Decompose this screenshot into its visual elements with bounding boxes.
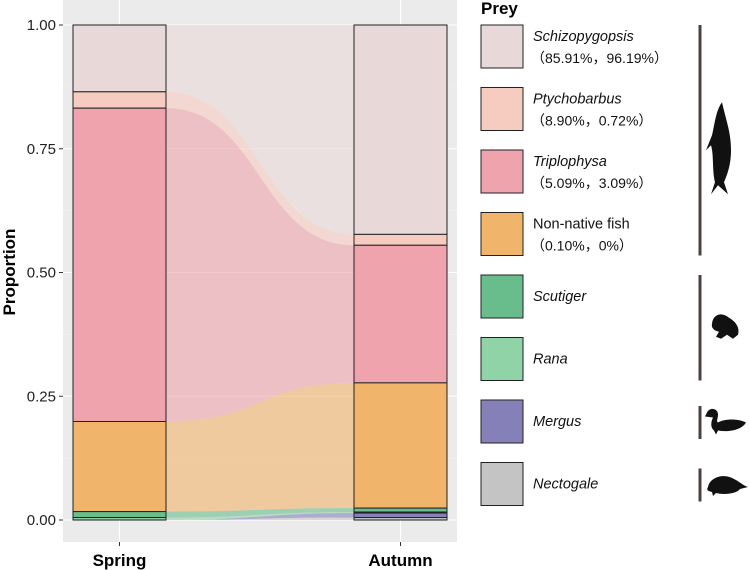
flow-scutiger (166, 508, 354, 518)
y-axis: 0.00 0.25 0.50 0.75 1.00 (27, 17, 63, 529)
bar-segment-spring-ptychobarbus (72, 91, 167, 109)
flow-rana (166, 512, 354, 520)
bar-segment-spring-triplophysa (72, 107, 167, 422)
shrew-icon (707, 476, 748, 496)
bar-segment-autumn-schizopygopsis (353, 24, 448, 235)
y-tick-label: 0.25 (27, 388, 56, 405)
legend-percent: （5.09%，3.09%） (531, 175, 652, 191)
legend-groups (698, 25, 748, 502)
bar-segment-spring-rana (72, 517, 167, 521)
bar-segment-autumn-triplophysa (353, 244, 448, 384)
y-axis-title: Proportion (0, 229, 19, 316)
legend-key-nectogale (480, 462, 524, 506)
bar-segment-spring-schizopygopsis (72, 24, 167, 93)
legend-label: Triplophysa (533, 154, 607, 170)
fish-icon (706, 102, 731, 195)
flow-nectogale (166, 517, 354, 520)
frog-icon (711, 314, 739, 339)
legend-key-ptychobarbus (480, 87, 524, 131)
flow-schizopygopsis (166, 25, 354, 235)
x-axis: Spring Autumn (93, 542, 433, 570)
legend-label: Nectogale (533, 477, 598, 493)
y-tick-label: 1.00 (27, 17, 56, 34)
legend-key-rana (480, 337, 524, 381)
legend-label: Rana (533, 352, 568, 368)
legend-percent: （0.10%，0%） (531, 238, 633, 254)
flow-mergus (166, 513, 354, 520)
legend-key-non-native-fish (480, 212, 524, 256)
bar-segment-autumn-non-native-fish (353, 382, 448, 509)
bar-segment-autumn-scutiger (353, 507, 448, 513)
legend-key-triplophysa (480, 149, 524, 194)
legend-percent: （8.90%，0.72%） (531, 113, 652, 129)
bird-icon (705, 408, 746, 435)
legend-key-scutiger (480, 274, 524, 319)
legend-label: Non-native fish (533, 217, 630, 233)
flow-triplophysa (166, 108, 354, 422)
legend-label: Scutiger (533, 289, 587, 305)
x-tick-label-autumn: Autumn (368, 551, 432, 570)
bar-segment-autumn-ptychobarbus (353, 233, 448, 246)
legend: Schizopygopsis （85.91%，96.19%） Ptychobarbu… (480, 24, 668, 506)
legend-label: Schizopygopsis (533, 29, 634, 45)
y-tick-label: 0.00 (27, 512, 56, 529)
x-tick-label-spring: Spring (93, 551, 147, 570)
alluvial-flows (166, 25, 354, 520)
legend-percent: （85.91%，96.19%） (531, 50, 668, 66)
bar-segment-spring-non-native-fish (72, 420, 167, 513)
legend-label: Ptychobarbus (533, 92, 622, 108)
legend-key-mergus (480, 399, 524, 444)
legend-label: Mergus (533, 414, 581, 430)
legend-title: Prey (481, 0, 518, 18)
bar-segment-spring-scutiger (72, 511, 167, 519)
flow-ptychobarbus (166, 91, 354, 246)
bar-segment-autumn-mergus (353, 512, 448, 519)
legend-key-schizopygopsis (480, 24, 524, 69)
y-tick-label: 0.75 (27, 141, 56, 158)
bar-segment-autumn-nectogale (353, 517, 448, 521)
y-tick-label: 0.50 (27, 265, 56, 282)
stacked-bars (72, 24, 448, 521)
flow-non-native-fish (166, 382, 354, 512)
